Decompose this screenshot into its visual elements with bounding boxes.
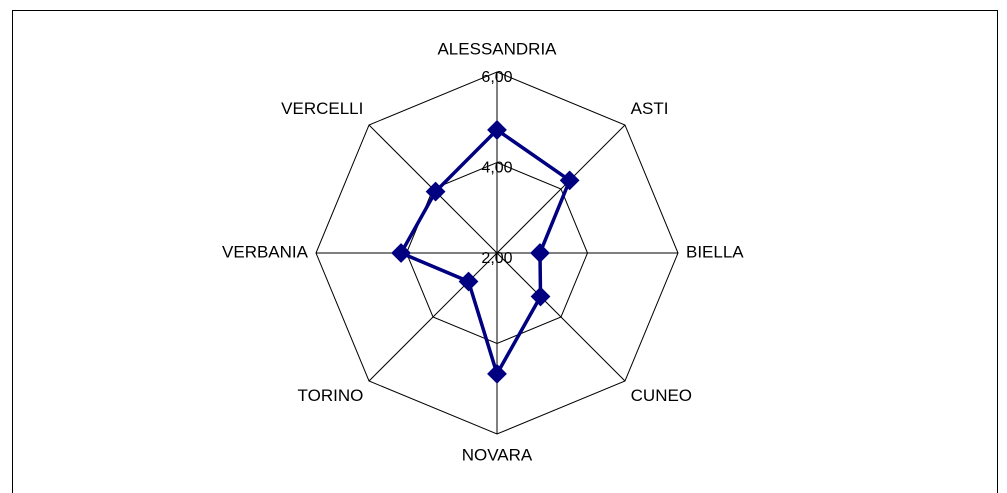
r-tick-label: 4,00	[481, 160, 512, 177]
category-label: ALESSANDRIA	[437, 39, 557, 58]
r-tick-label: 2,00	[481, 250, 512, 267]
spoke	[368, 252, 498, 382]
category-label: ASTI	[631, 99, 669, 118]
spoke	[496, 124, 626, 254]
category-label: VERBANIA	[222, 242, 309, 261]
marker	[425, 181, 446, 202]
category-label: TORINO	[298, 386, 364, 405]
marker	[487, 363, 507, 384]
category-label: BIELLA	[686, 242, 744, 261]
marker	[458, 271, 479, 292]
category-label: VERCELLI	[281, 99, 363, 118]
category-label: NOVARA	[462, 445, 533, 464]
spoke	[496, 252, 626, 382]
r-tick-label: 6,00	[481, 69, 512, 86]
category-label: CUNEO	[631, 386, 692, 405]
marker	[487, 120, 507, 140]
marker	[391, 243, 411, 263]
chart-frame	[12, 10, 998, 493]
marker	[530, 286, 551, 307]
